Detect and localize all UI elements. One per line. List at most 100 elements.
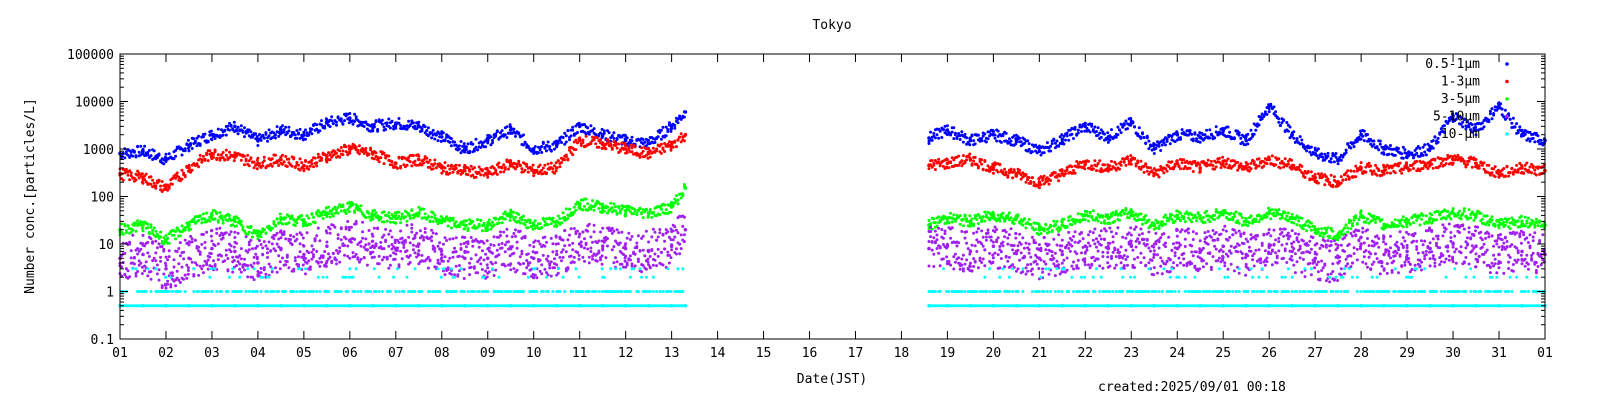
data-point <box>617 142 621 146</box>
data-point <box>647 147 651 151</box>
data-point <box>232 120 236 124</box>
data-point <box>1141 222 1144 226</box>
data-point <box>174 230 178 233</box>
data-point <box>1065 131 1069 135</box>
data-point <box>597 145 601 149</box>
data-point <box>463 150 467 154</box>
data-point <box>1003 219 1007 223</box>
data-point <box>1362 216 1366 220</box>
data-point <box>638 154 642 158</box>
data-point <box>633 145 637 149</box>
data-point <box>1385 171 1389 175</box>
data-point <box>175 250 179 253</box>
data-point <box>958 222 962 226</box>
data-point <box>328 158 332 162</box>
data-point <box>175 269 179 273</box>
data-point <box>235 154 238 158</box>
data-point <box>663 203 667 207</box>
data-point <box>413 159 417 163</box>
data-point <box>388 220 392 224</box>
data-point <box>1401 225 1405 229</box>
data-point <box>380 122 384 126</box>
data-point <box>602 209 606 213</box>
data-point <box>1022 141 1026 145</box>
data-point <box>1249 128 1253 132</box>
data-point <box>503 133 507 137</box>
data-point <box>1024 173 1028 177</box>
data-point <box>1510 121 1514 125</box>
data-point <box>1257 123 1261 127</box>
data-point <box>602 129 606 133</box>
data-point <box>561 211 565 215</box>
data-point <box>274 153 277 157</box>
data-point <box>1164 213 1167 217</box>
data-point <box>256 261 260 265</box>
data-point <box>1249 136 1253 140</box>
data-point <box>1004 131 1008 135</box>
data-point <box>999 140 1003 144</box>
data-point <box>1366 217 1369 221</box>
data-point <box>564 134 568 138</box>
data-point <box>1433 157 1437 161</box>
data-point <box>251 135 254 139</box>
data-point <box>625 150 629 154</box>
data-point <box>1436 210 1440 214</box>
data-point <box>1064 138 1067 142</box>
data-point <box>601 141 605 145</box>
data-point <box>1007 137 1011 141</box>
data-point <box>635 212 639 216</box>
data-point <box>1152 142 1156 145</box>
data-point <box>411 154 415 157</box>
data-point <box>976 133 980 137</box>
data-point <box>1272 105 1276 109</box>
data-point <box>433 158 437 162</box>
data-point <box>644 153 648 157</box>
data-point <box>154 259 158 263</box>
data-point <box>1309 170 1313 174</box>
data-point <box>996 129 1000 133</box>
data-point <box>252 166 256 170</box>
data-point <box>1269 217 1273 221</box>
data-point <box>243 135 246 139</box>
data-point <box>682 139 686 143</box>
data-point <box>1137 126 1141 130</box>
data-point <box>477 171 481 174</box>
data-point <box>295 221 299 225</box>
data-point <box>1127 211 1131 214</box>
data-point <box>241 130 245 134</box>
data-point <box>1503 108 1507 112</box>
data-point <box>261 133 265 137</box>
data-point <box>182 257 186 261</box>
data-point <box>477 165 481 169</box>
data-point <box>139 144 143 148</box>
data-point <box>377 160 381 164</box>
data-point <box>139 174 143 178</box>
data-point <box>164 152 168 156</box>
data-point <box>298 127 302 131</box>
data-point <box>1139 212 1143 216</box>
data-point <box>965 158 969 162</box>
data-point <box>650 215 654 219</box>
data-point <box>1286 211 1290 215</box>
data-point <box>937 136 941 140</box>
data-point <box>1536 134 1540 138</box>
data-point <box>466 229 470 233</box>
data-point <box>607 131 611 135</box>
data-point <box>1014 174 1018 178</box>
data-point <box>1221 155 1225 159</box>
data-point <box>246 130 250 134</box>
data-point <box>177 247 181 250</box>
data-point <box>1500 113 1504 117</box>
data-point <box>275 217 279 221</box>
data-point <box>226 124 230 128</box>
data-point <box>400 212 404 216</box>
data-point <box>262 228 266 232</box>
data-point <box>157 268 161 272</box>
data-point <box>1113 219 1117 223</box>
data-point <box>1354 175 1358 179</box>
data-point <box>466 142 470 146</box>
data-point <box>491 141 494 145</box>
data-point <box>347 210 351 214</box>
data-point <box>1393 218 1397 222</box>
data-point <box>522 143 525 147</box>
